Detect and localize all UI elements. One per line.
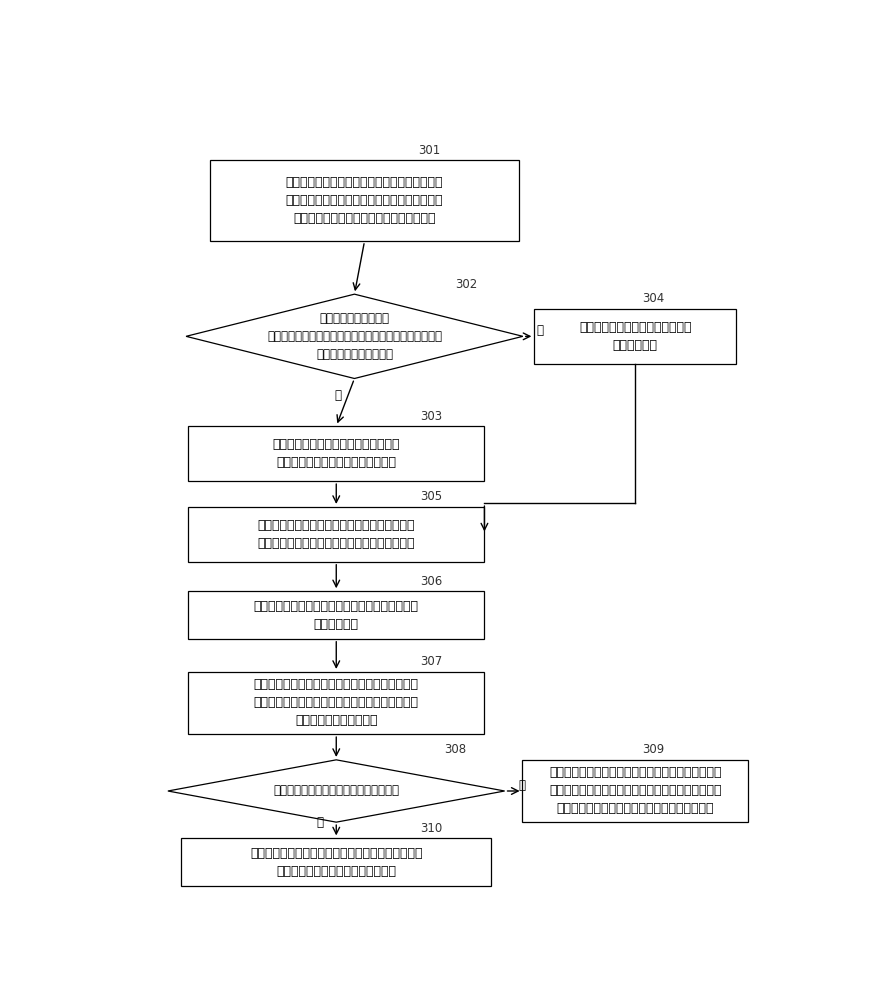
Bar (182, 838, 491, 886)
Text: 根据所述待放行方向上待行驶的车辆数量，确定所述
第一交通灯处于通行状态的持续时间: 根据所述待放行方向上待行驶的车辆数量，确定所述 第一交通灯处于通行状态的持续时间 (250, 847, 422, 878)
Bar (188, 507, 484, 562)
Text: 309: 309 (642, 743, 664, 756)
Text: 303: 303 (421, 410, 442, 423)
Polygon shape (168, 760, 505, 822)
Text: 否: 否 (536, 324, 543, 337)
Text: 判断在所述待放行方向所在的道路中、通过所述
第一路口后预设的距离范围内，是否有拥堵车辆: 判断在所述待放行方向所在的道路中、通过所述 第一路口后预设的距离范围内，是否有拥… (257, 519, 415, 550)
Text: 获取驶入所述待放行方向的第一车辆的信息，所述
第一车辆的信息，包括所述第一车辆在第二预设的
时间段内累计的等待时间: 获取驶入所述待放行方向的第一车辆的信息，所述 第一车辆的信息，包括所述第一车辆在… (254, 678, 419, 728)
Text: 310: 310 (421, 822, 442, 835)
Text: 302: 302 (455, 278, 478, 291)
Text: 308: 308 (444, 743, 466, 756)
Text: 判断待行驶车辆的数量
大于第一预设值的行驶方向上，待行驶车辆的平均等待时
间是否大于第二预设的值: 判断待行驶车辆的数量 大于第一预设值的行驶方向上，待行驶车辆的平均等待时 间是否… (267, 312, 442, 361)
Text: 是: 是 (518, 779, 525, 792)
Text: 304: 304 (642, 292, 664, 305)
Text: 确定待行驶车辆的平均等待时间大于第
二预设的值的行驶方向为待放行方向: 确定待行驶车辆的平均等待时间大于第 二预设的值的行驶方向为待放行方向 (273, 438, 400, 469)
Text: 确定待行驶车辆的数量最多的方向
为待放行方向: 确定待行驶车辆的数量最多的方向 为待放行方向 (579, 321, 692, 352)
Text: 是: 是 (334, 389, 342, 402)
Bar (188, 591, 484, 639)
Text: 若否，则控制与所述待放行方向对应的第一交通灯
处于通行状态: 若否，则控制与所述待放行方向对应的第一交通灯 处于通行状态 (254, 600, 419, 631)
Text: 根据所述第一车辆与所述第一路口的距离，确定所述
第一交通灯处于通行状态的持续时间，其中，所述第
一车辆与所述第一路口的距离小于第三预设的值: 根据所述第一车辆与所述第一路口的距离，确定所述 第一交通灯处于通行状态的持续时间… (549, 767, 721, 816)
Bar (534, 309, 736, 364)
Polygon shape (186, 294, 523, 379)
Bar (209, 160, 520, 241)
Text: 获取第一路口各个方向车辆的状态信息，其中，
所述状态信息包括待行驶车辆的数量，及待行驶
车辆在第一预设的时间段内累计的等待时间: 获取第一路口各个方向车辆的状态信息，其中， 所述状态信息包括待行驶车辆的数量，及… (286, 176, 443, 225)
Text: 判断所述等待时间是否大于第二预设的值: 判断所述等待时间是否大于第二预设的值 (273, 785, 399, 798)
Bar (522, 760, 748, 822)
Text: 307: 307 (421, 655, 442, 668)
Text: 305: 305 (421, 490, 442, 503)
Bar (188, 426, 484, 481)
Text: 否: 否 (316, 816, 323, 829)
Text: 301: 301 (419, 144, 441, 157)
Bar (188, 672, 484, 734)
Text: 306: 306 (421, 575, 442, 588)
